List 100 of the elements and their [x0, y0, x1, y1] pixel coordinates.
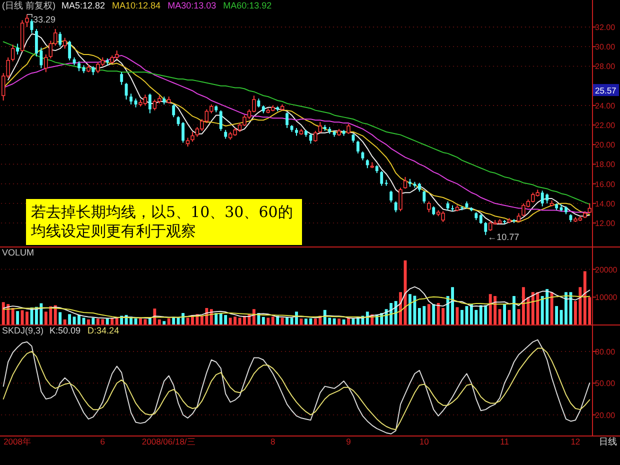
candlestick	[16, 43, 20, 55]
candlestick	[346, 124, 350, 134]
candlestick	[398, 187, 402, 212]
candlestick	[44, 54, 48, 73]
candlestick	[190, 131, 194, 142]
candlestick	[148, 93, 152, 114]
annotation: ←10.77	[488, 232, 520, 242]
bar	[162, 321, 166, 325]
bar	[427, 304, 430, 325]
candlestick	[356, 140, 360, 154]
candlestick	[10, 44, 15, 62]
y-tick-label: 20.00	[595, 410, 616, 420]
x-tick-label: 9	[346, 436, 352, 446]
candlestick	[25, 14, 29, 28]
candlestick	[58, 31, 62, 48]
bar	[555, 306, 558, 325]
x-tick-label: 2008/06/18/三	[142, 436, 196, 446]
x-tick-label: 6	[100, 436, 106, 446]
x-tick-label: 11	[500, 436, 510, 446]
candlestick	[484, 222, 488, 236]
y-tick-label: 80.00	[595, 347, 616, 356]
annotation: 若去掉长期均线，以5、10、30、60的均线设定则更有利于观察	[26, 199, 302, 245]
text: MA30:13.03	[168, 0, 216, 10]
candlestick	[219, 110, 222, 132]
candlestick	[286, 112, 289, 128]
y-tick-label: 18.00	[595, 160, 616, 170]
chart-title: SKDJ(9,3)	[2, 326, 44, 336]
bar	[564, 292, 568, 325]
annotation: 33.29	[33, 14, 56, 24]
chart-title: VOLUM	[2, 248, 34, 258]
line-series	[2, 286, 590, 319]
bar	[503, 304, 506, 325]
bar	[432, 304, 436, 325]
text: MA60:13.92	[223, 0, 272, 10]
y-tick-label: 16.00	[595, 180, 616, 189]
x-tick-label: 10	[419, 436, 430, 446]
y-tick-label: 10000	[595, 293, 618, 302]
y-tick-label: 30.00	[595, 42, 616, 52]
candlestick	[314, 130, 318, 142]
x-tick-label: 12	[570, 436, 580, 446]
text: 日线	[599, 436, 617, 446]
bar	[338, 318, 341, 325]
candlestick	[318, 122, 322, 134]
bar	[167, 318, 170, 325]
bar	[68, 314, 72, 325]
text: K:50.09	[50, 326, 81, 336]
bar	[262, 316, 265, 325]
candlestick	[427, 200, 431, 213]
y-tick-label: 20.00	[595, 140, 616, 150]
candlestick	[78, 60, 80, 72]
bar	[271, 316, 274, 325]
bar	[280, 318, 284, 325]
text: MA10:12.84	[112, 0, 161, 10]
y-tick-label: 28.00	[595, 62, 616, 72]
bar	[158, 319, 161, 325]
y-tick-label: 14.00	[595, 199, 616, 208]
candlestick	[588, 202, 592, 214]
bar	[399, 292, 402, 325]
text: MA5:12.82	[62, 0, 106, 10]
candlestick	[394, 200, 398, 213]
line-series	[2, 295, 590, 318]
candlestick	[130, 93, 132, 105]
bar	[266, 318, 270, 325]
bar	[332, 318, 336, 325]
y-tick-label: 50.00	[595, 379, 616, 388]
bar	[11, 308, 14, 325]
chart-title: (日线 前复权)	[2, 0, 56, 10]
y-tick-label: 22.00	[595, 121, 616, 130]
bar	[16, 311, 20, 325]
candlestick	[390, 190, 393, 203]
bar	[63, 319, 66, 325]
candlestick	[479, 214, 482, 224]
candlestick	[422, 190, 426, 204]
candlestick	[172, 104, 176, 118]
candlestick	[120, 72, 124, 86]
bar	[214, 313, 218, 325]
y-tick-label: 20000	[595, 265, 618, 274]
bar	[26, 312, 28, 325]
y-tick-label: 32.00	[595, 23, 616, 32]
bar	[498, 309, 502, 325]
candlestick	[380, 170, 384, 186]
bar	[78, 314, 80, 325]
x-tick-label: 8	[270, 436, 276, 446]
y-tick-label: 24.00	[595, 101, 616, 110]
candlestick	[62, 37, 67, 50]
bar	[512, 296, 516, 325]
candlestick	[124, 82, 128, 100]
candlestick	[309, 133, 312, 144]
bar	[58, 312, 62, 325]
y-tick-label: 12.00	[595, 218, 616, 228]
bar	[54, 305, 57, 325]
bar	[87, 319, 90, 325]
x-tick-label: 2008年	[4, 436, 32, 446]
bar	[550, 292, 554, 325]
candlestick	[68, 40, 72, 61]
candlestick	[403, 176, 408, 190]
bar	[252, 309, 256, 325]
bar	[92, 318, 95, 325]
text: D:34.24	[88, 326, 120, 336]
annotation: 25.57	[595, 86, 617, 96]
